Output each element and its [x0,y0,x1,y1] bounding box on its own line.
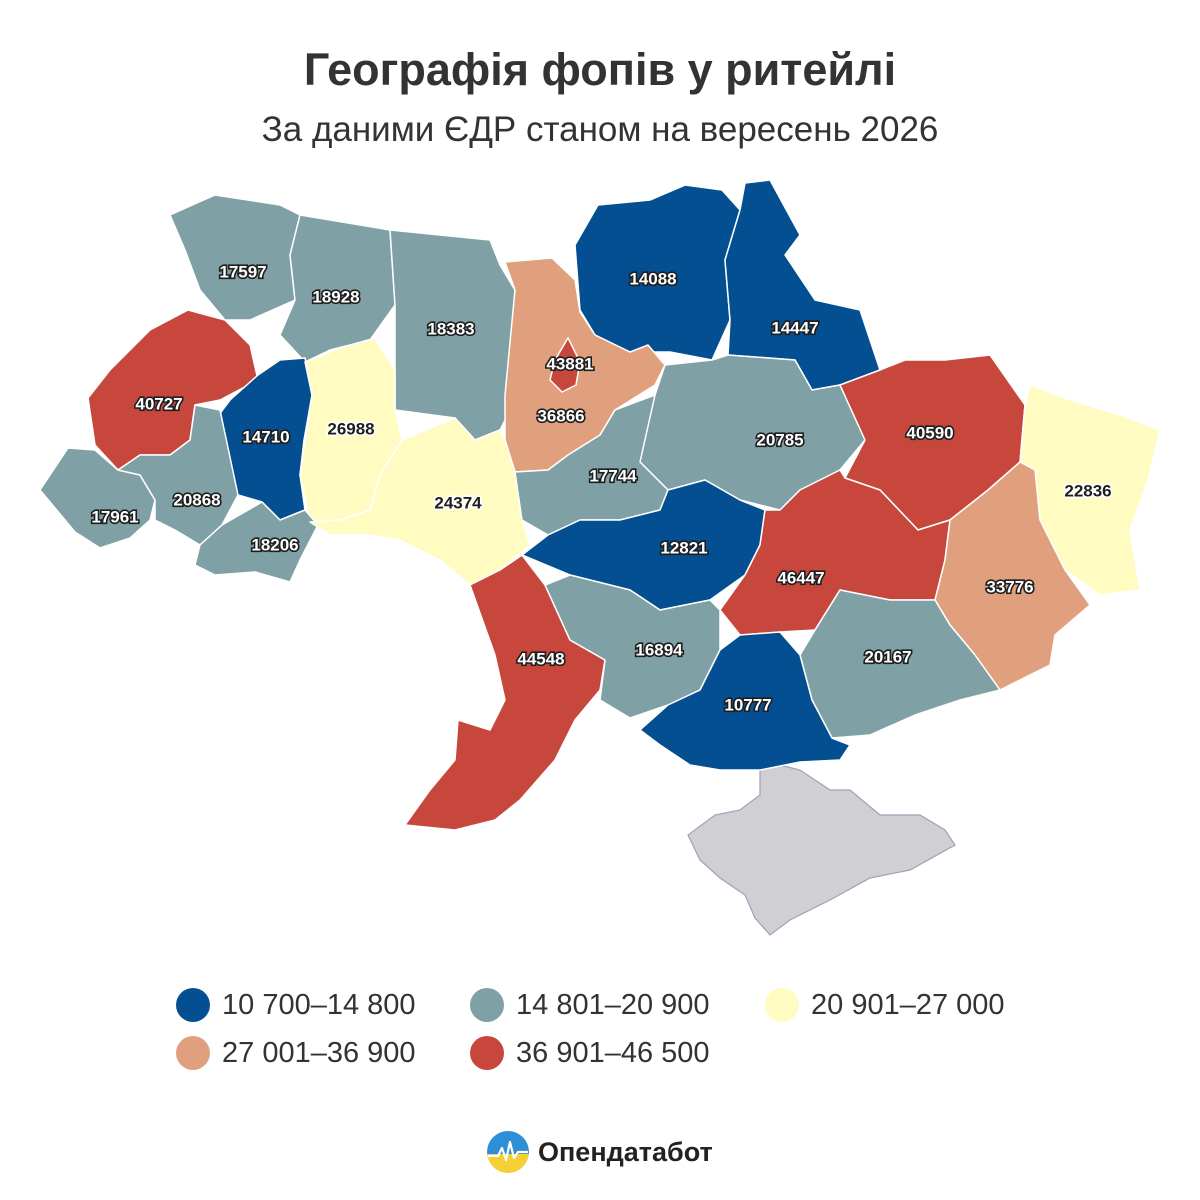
legend-label: 10 700–14 800 [222,988,416,1021]
legend-item: 27 001–36 900 [176,1033,416,1073]
region-value-label: 17597 [219,263,266,282]
region-value-label: 40590 [906,424,953,443]
legend-swatch [176,988,210,1022]
region-value-label: 20868 [173,491,220,510]
legend-item: 36 901–46 500 [470,1033,710,1073]
legend-item: 10 700–14 800 [176,985,416,1025]
region-value-label: 20785 [756,431,803,450]
region-value-label: 40727 [135,395,182,414]
region-kyiv-city [549,337,581,393]
region-value-label: 44548 [517,650,564,669]
region-value-label: 12821 [660,539,707,558]
brand-name: Опендатабот [538,1136,713,1167]
opendatabot-logo-icon [487,1131,529,1173]
legend-item: 20 901–27 000 [765,985,1005,1025]
region-value-label: 14447 [771,319,818,338]
region-value-label: 26988 [327,420,374,439]
region-value-label: 10777 [724,696,771,715]
map-subtitle: За даними ЄДР станом на вересень 2026 [261,110,939,149]
region-value-label: 18206 [251,536,298,555]
region-labels: 17597 18928 18383 14088 14447 40727 14710 26988… [90,261,1113,716]
brand-footer: Опендатабот [486,1130,713,1174]
legend-swatch [470,1036,504,1070]
region-kherson [639,631,851,771]
region-value-label: 18383 [427,320,474,339]
map-title: Географія фопів у ритейлі [303,44,897,95]
region-value-label: 14088 [629,270,676,289]
region-value-label: 17961 [91,508,138,527]
region-value-label: 24374 [434,494,482,513]
region-value-label: 22836 [1064,482,1111,501]
legend-label: 36 901–46 500 [516,1036,710,1069]
legend-item: 14 801–20 900 [470,985,710,1025]
region-value-label: 17744 [589,467,637,486]
legend-label: 14 801–20 900 [516,988,710,1021]
region-value-label: 36866 [537,407,584,426]
crimea-region [687,759,956,936]
legend-swatch [470,988,504,1022]
region-value-label: 46447 [777,569,824,588]
region-ivano-frankivsk [117,404,239,546]
region-value-label: 18928 [312,288,359,307]
legend-label: 20 901–27 000 [811,988,1005,1021]
region-value-label: 14710 [242,428,289,447]
legend-swatch [176,1036,210,1070]
region-chernivtsi [194,501,319,583]
region-volyn [169,194,301,321]
region-value-label: 16894 [635,641,683,660]
region-value-label: 43881 [546,355,593,374]
region-value-label: 33776 [986,578,1033,597]
ukraine-map: 17597 18928 18383 14088 14447 40727 14710 26988… [39,179,1161,936]
legend-label: 27 001–36 900 [222,1036,416,1069]
region-value-label: 20167 [864,648,911,667]
legend-swatch [765,988,799,1022]
